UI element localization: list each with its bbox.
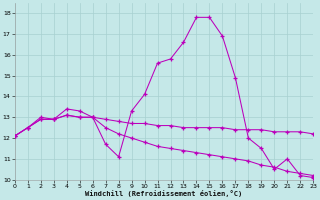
X-axis label: Windchill (Refroidissement éolien,°C): Windchill (Refroidissement éolien,°C)	[85, 190, 243, 197]
